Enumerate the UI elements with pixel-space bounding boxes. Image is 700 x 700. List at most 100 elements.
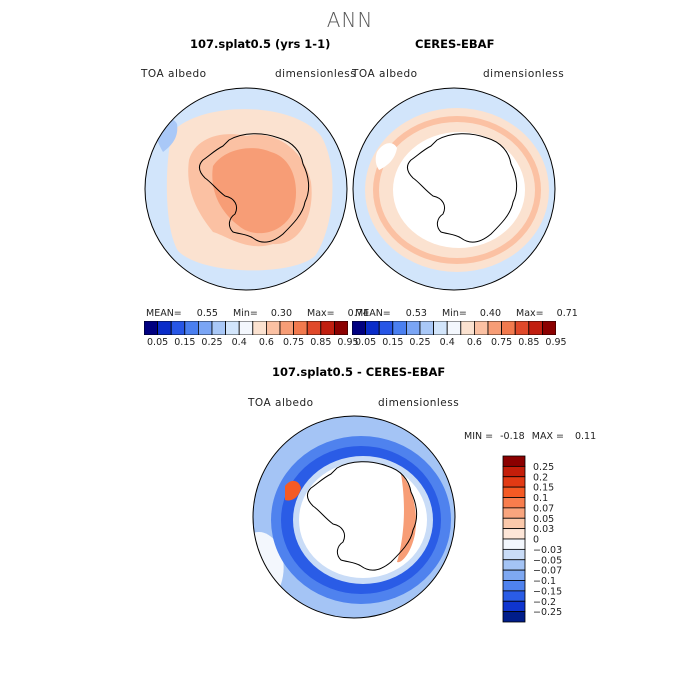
diff-neutral-ice — [299, 462, 427, 578]
colorbar-tick-label: 0.2 — [533, 472, 548, 483]
model-min-value: 0.30 — [270, 308, 292, 319]
obs-mean-value: 0.53 — [405, 308, 427, 319]
colorbar-tick-label: 0.95 — [545, 337, 566, 348]
colorbar-swatch — [144, 321, 159, 335]
colorbar-swatch — [502, 559, 526, 571]
model-polar-map — [144, 87, 348, 291]
model-colorbar — [144, 321, 348, 335]
model-coastline — [198, 133, 310, 243]
colorbar-tick-label: 0.4 — [232, 337, 247, 348]
colorbar-swatch — [502, 528, 526, 540]
model-units-label: dimensionless — [275, 68, 357, 80]
obs-panel-title: CERES-EBAF — [415, 37, 495, 51]
colorbar-tick-label: 0.4 — [440, 337, 455, 348]
diff-polar-map — [252, 415, 456, 619]
colorbar-swatch — [502, 569, 526, 581]
diff-min-value: -0.18 — [500, 431, 525, 442]
colorbar-tick-label: 0.75 — [491, 337, 512, 348]
colorbar-swatch — [502, 507, 526, 519]
diff-peninsula-positive — [285, 480, 301, 501]
diff-colorbar: 0.250.20.150.10.070.050.030−0.03−0.05−0.… — [502, 455, 562, 623]
colorbar-swatch — [502, 600, 526, 613]
colorbar-swatch — [365, 321, 380, 335]
obs-stats: MEAN= 0.53 Min= 0.40 Max= 0.71 — [355, 308, 578, 319]
colorbar-swatch — [502, 548, 526, 561]
obs-mean-label: MEAN= — [355, 308, 391, 319]
obs-units-label: dimensionless — [483, 68, 565, 80]
diff-coastline — [306, 461, 418, 571]
obs-min-label: Min= — [441, 308, 467, 319]
diff-units-label: dimensionless — [378, 397, 460, 409]
diff-max-label: MAX = — [531, 431, 564, 442]
colorbar-tick-label: 0.6 — [467, 337, 482, 348]
figure-title: ANN — [326, 8, 374, 32]
colorbar-swatch — [541, 321, 556, 335]
colorbar-swatch — [392, 321, 407, 335]
colorbar-tick-label: 0.15 — [533, 483, 554, 494]
colorbar-swatch — [419, 321, 435, 335]
colorbar-swatch — [333, 321, 348, 335]
colorbar-swatch — [293, 321, 308, 335]
colorbar-tick-label: 0.05 — [147, 337, 168, 348]
colorbar-tick-label: −0.2 — [533, 597, 556, 608]
colorbar-tick-label: −0.07 — [533, 566, 562, 577]
colorbar-tick-label: 0.05 — [533, 514, 554, 525]
colorbar-tick-label: 0.6 — [259, 337, 274, 348]
obs-map-border — [352, 87, 556, 291]
colorbar-swatch — [320, 321, 335, 335]
obs-polar-map — [352, 87, 556, 291]
colorbar-tick-label: 0.75 — [283, 337, 304, 348]
colorbar-swatch — [306, 321, 322, 335]
colorbar-swatch — [502, 476, 526, 488]
colorbar-tick-label: −0.1 — [533, 576, 556, 587]
obs-ice-region — [393, 132, 525, 248]
model-field-label: TOA albedo — [141, 68, 207, 80]
colorbar-swatch — [502, 465, 526, 478]
colorbar-swatch — [266, 321, 281, 335]
colorbar-swatch — [211, 321, 227, 335]
model-stats: MEAN= 0.55 Min= 0.30 Max= 0.74 — [146, 308, 369, 319]
colorbar-tick-label: 0.05 — [355, 337, 376, 348]
colorbar-swatch — [502, 611, 526, 623]
colorbar-swatch — [225, 321, 240, 335]
colorbar-tick-label: 0.95 — [337, 337, 358, 348]
colorbar-swatch — [502, 497, 526, 509]
colorbar-swatch — [460, 321, 475, 335]
colorbar-swatch — [502, 455, 526, 467]
colorbar-swatch — [502, 538, 526, 550]
colorbar-tick-label: −0.03 — [533, 545, 562, 556]
colorbar-swatch — [238, 321, 254, 335]
obs-colorbar-ticks: 0.05 0.15 0.25 0.4 0.6 0.75 0.85 0.95 — [355, 337, 566, 348]
colorbar-swatch — [501, 321, 516, 335]
colorbar-tick-label: 0.25 — [201, 337, 222, 348]
colorbar-swatch — [502, 486, 526, 498]
model-mean-label: MEAN= — [146, 308, 182, 319]
diff-map-border — [252, 415, 456, 619]
colorbar-swatch — [184, 321, 199, 335]
diff-stats: MIN = -0.18 MAX = 0.11 — [464, 431, 596, 442]
diff-max-value: 0.11 — [574, 431, 597, 442]
model-core-region — [212, 148, 297, 234]
colorbar-swatch — [157, 321, 172, 335]
colorbar-tick-label: 0.25 — [409, 337, 430, 348]
obs-colorbar — [352, 321, 556, 335]
colorbar-tick-label: 0.07 — [533, 503, 554, 514]
colorbar-tick-label: 0.25 — [533, 462, 554, 473]
colorbar-swatch — [352, 321, 367, 335]
colorbar-swatch — [406, 321, 421, 335]
colorbar-tick-label: −0.05 — [533, 555, 562, 566]
model-min-label: Min= — [232, 308, 258, 319]
colorbar-swatch — [514, 321, 530, 335]
colorbar-swatch — [446, 321, 462, 335]
colorbar-tick-label: 0.85 — [310, 337, 331, 348]
obs-coastline — [406, 133, 518, 243]
colorbar-swatch — [279, 321, 295, 335]
colorbar-tick-label: 0.03 — [533, 524, 554, 535]
obs-field-label: TOA albedo — [352, 68, 418, 80]
model-map-border — [144, 87, 348, 291]
colorbar-swatch — [502, 590, 526, 602]
colorbar-tick-label: 0.1 — [533, 493, 548, 504]
colorbar-swatch — [502, 580, 526, 592]
colorbar-tick-label: 0.85 — [518, 337, 539, 348]
colorbar-swatch — [433, 321, 448, 335]
